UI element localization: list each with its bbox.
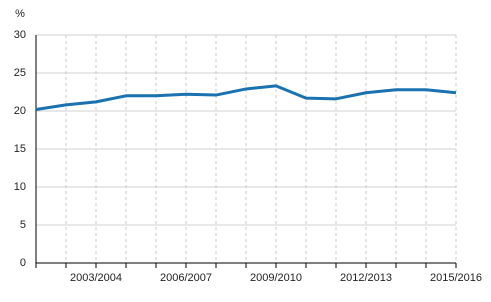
x-tick-label: 2012/2013	[340, 272, 392, 284]
y-tick-label: 5	[20, 219, 26, 231]
x-tick-label: 2006/2007	[160, 272, 212, 284]
y-axis-label: %	[15, 8, 25, 20]
y-tick-label: 30	[14, 29, 26, 41]
y-tick-label: 10	[14, 181, 26, 193]
y-tick-label: 20	[14, 105, 26, 117]
x-tick-label: 2015/2016	[430, 272, 482, 284]
data-line	[35, 84, 457, 111]
x-tick-label: 2009/2010	[250, 272, 302, 284]
y-tick-label: 25	[14, 67, 26, 79]
x-tick-label: 2003/2004	[70, 272, 122, 284]
y-tick-label: 0	[20, 257, 26, 269]
y-tick-label: 15	[14, 143, 26, 155]
